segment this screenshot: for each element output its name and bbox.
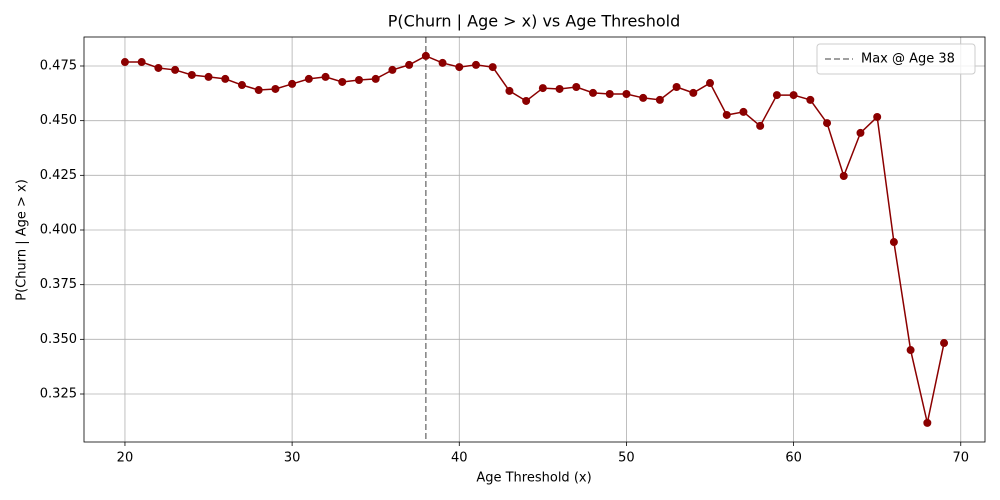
- data-point: [689, 88, 698, 97]
- data-point: [555, 84, 564, 93]
- data-point: [137, 58, 146, 67]
- data-point: [221, 74, 230, 83]
- data-point: [120, 58, 129, 67]
- data-point: [171, 65, 180, 74]
- y-axis-label: P(Churn | Age > x): [15, 179, 30, 301]
- data-point: [923, 418, 932, 427]
- data-point: [154, 63, 163, 72]
- data-point: [722, 110, 731, 119]
- legend-box: [816, 43, 976, 75]
- data-point: [505, 86, 514, 95]
- data-point: [522, 96, 531, 105]
- x-tick-label: 70: [952, 451, 969, 466]
- data-point: [906, 346, 915, 355]
- x-tick-label: 20: [117, 451, 134, 466]
- data-point: [354, 75, 363, 84]
- data-point: [388, 65, 397, 74]
- data-point: [655, 95, 664, 104]
- data-point: [806, 95, 815, 104]
- x-tick-label: 40: [451, 451, 468, 466]
- data-point: [204, 72, 213, 81]
- data-point: [756, 121, 765, 130]
- data-point: [288, 79, 297, 88]
- data-point: [371, 74, 380, 83]
- plot-frame: [83, 36, 986, 443]
- data-point: [605, 89, 614, 98]
- data-point: [254, 86, 263, 95]
- data-point: [706, 79, 715, 88]
- data-point: [789, 91, 798, 100]
- y-tick-label: 0.475: [40, 58, 77, 73]
- x-tick-label: 60: [785, 451, 802, 466]
- data-point: [589, 88, 598, 97]
- y-tick-label: 0.425: [40, 168, 77, 183]
- data-point: [471, 60, 480, 69]
- x-axis-label: Age Threshold (x): [476, 471, 591, 486]
- data-point: [421, 51, 430, 60]
- y-tick-label: 0.375: [40, 277, 77, 292]
- legend-label: Max @ Age 38: [861, 52, 955, 67]
- data-point: [940, 339, 949, 348]
- data-point: [889, 238, 898, 247]
- data-point: [271, 84, 280, 93]
- data-point: [338, 77, 347, 86]
- data-point: [438, 58, 447, 67]
- data-point: [572, 82, 581, 91]
- data-point: [538, 84, 547, 93]
- y-tick-label: 0.350: [40, 332, 77, 347]
- data-point: [304, 74, 313, 83]
- data-point: [672, 82, 681, 91]
- data-point: [873, 112, 882, 121]
- data-point: [405, 60, 414, 69]
- x-tick-label: 50: [618, 451, 635, 466]
- y-tick-label: 0.325: [40, 387, 77, 402]
- data-point: [839, 171, 848, 180]
- data-point: [823, 119, 832, 128]
- data-point: [321, 72, 330, 81]
- legend: Max @ Age 38: [816, 43, 976, 75]
- data-point: [455, 63, 464, 72]
- data-point: [237, 81, 246, 90]
- data-line: [124, 55, 945, 424]
- chart-title: P(Churn | Age > x) vs Age Threshold: [388, 12, 680, 31]
- data-point: [187, 70, 196, 79]
- y-tick-label: 0.450: [40, 113, 77, 128]
- data-point: [739, 107, 748, 116]
- data-point: [488, 63, 497, 72]
- y-tick-label: 0.400: [40, 222, 77, 237]
- data-point: [639, 93, 648, 102]
- data-point: [856, 128, 865, 137]
- x-tick-label: 30: [284, 451, 301, 466]
- data-point: [772, 91, 781, 100]
- data-point: [622, 89, 631, 98]
